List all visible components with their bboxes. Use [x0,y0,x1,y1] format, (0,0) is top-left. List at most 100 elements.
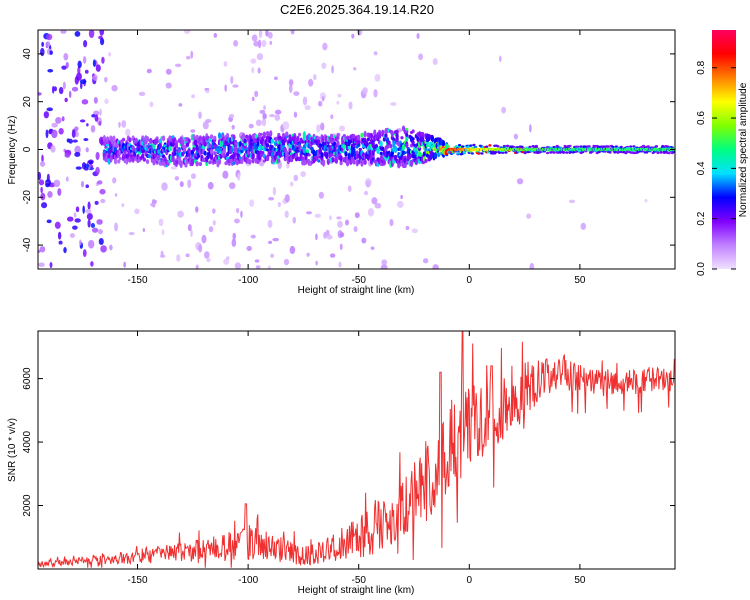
colorbar-tick-label: 0.8 [696,60,707,74]
heat-cell [57,231,62,240]
heat-cell [257,39,262,49]
heat-cell [398,163,402,167]
heat-cell [160,250,164,257]
heat-cell [618,147,621,152]
heat-cell [655,147,658,152]
heat-cell [93,110,100,116]
heat-cell [487,147,490,152]
spectrogram-cells [38,30,675,269]
heat-cell [390,102,397,106]
heat-cell [500,147,503,152]
heat-cell [644,198,648,203]
heat-cell [97,229,104,235]
heat-cell [642,147,645,152]
heat-cell [449,147,451,152]
heat-cell [203,251,210,259]
heat-cell [588,147,591,152]
heat-cell [285,131,289,137]
heat-cell [145,159,150,165]
heat-cell [152,143,156,150]
heat-cell [296,149,300,153]
heat-cell [249,138,254,143]
heat-cell [561,147,563,152]
heat-cell [569,147,571,152]
heat-cell [297,132,302,137]
heat-cell [519,147,522,152]
heat-cell [71,86,79,92]
heat-cell [195,160,199,167]
heat-cell [268,265,271,269]
heat-cell [161,135,166,142]
heat-cell [74,218,81,223]
heat-cell [248,159,252,165]
heat-cell [212,219,216,226]
heat-cell [111,84,118,92]
heat-cell [43,111,50,119]
heat-cell [255,265,261,269]
heat-cell [85,208,92,214]
heat-cell [334,156,338,164]
snr-line [38,331,675,568]
heat-cell [187,138,191,144]
heat-cell [58,240,63,245]
heat-cell [331,157,335,161]
heat-cell [47,68,54,73]
heat-cell [87,239,95,249]
heat-cell [99,188,106,195]
heat-cell [540,147,543,152]
heat-cell [90,261,94,267]
heat-cell [262,113,267,120]
heat-cell [277,158,281,163]
heat-cell [302,131,306,139]
heat-cell [100,198,106,204]
heat-cell [54,221,61,229]
heat-cell [232,232,236,239]
xtick-label: -100 [238,275,258,286]
heat-cell [318,143,322,147]
heat-cell [583,147,586,152]
heat-cell [370,246,375,250]
heat-cell [363,130,367,138]
heat-cell [360,132,364,138]
heat-cell [373,89,378,98]
heat-cell [222,146,226,150]
heat-cell [118,156,122,161]
heat-cell [329,253,336,258]
heat-cell [649,147,651,152]
heat-cell [339,125,346,132]
heat-cell [594,147,597,152]
heat-cell [385,144,390,149]
heat-cell [259,109,266,114]
heat-cell [529,262,535,269]
heat-cell [51,85,55,94]
heat-cell [315,233,318,241]
heat-cell [477,152,481,155]
heat-cell [50,145,56,153]
heat-cell [432,58,438,65]
heat-cell [161,228,165,236]
heat-cell [403,151,407,155]
heat-cell [261,117,267,127]
ytick-label: 2000 [22,494,33,517]
heat-cell [421,131,425,139]
heat-cell [198,111,202,120]
heat-cell [41,202,48,209]
xtick-label: -150 [128,275,148,286]
heat-cell [69,233,76,238]
heat-cell [58,127,64,135]
heat-cell [192,147,196,152]
heat-cell [393,146,398,154]
heat-cell [633,147,635,152]
heat-cell [201,234,207,244]
heat-cell [38,92,42,96]
heat-cell [79,239,82,246]
heat-cell [498,147,501,152]
heat-cell [667,151,671,155]
heat-cell [77,60,82,69]
heat-cell [38,179,45,186]
heat-cell [39,161,46,167]
heat-cell [344,150,348,157]
heat-cell [344,141,348,146]
heat-cell [142,228,146,232]
heat-cell [225,256,230,260]
